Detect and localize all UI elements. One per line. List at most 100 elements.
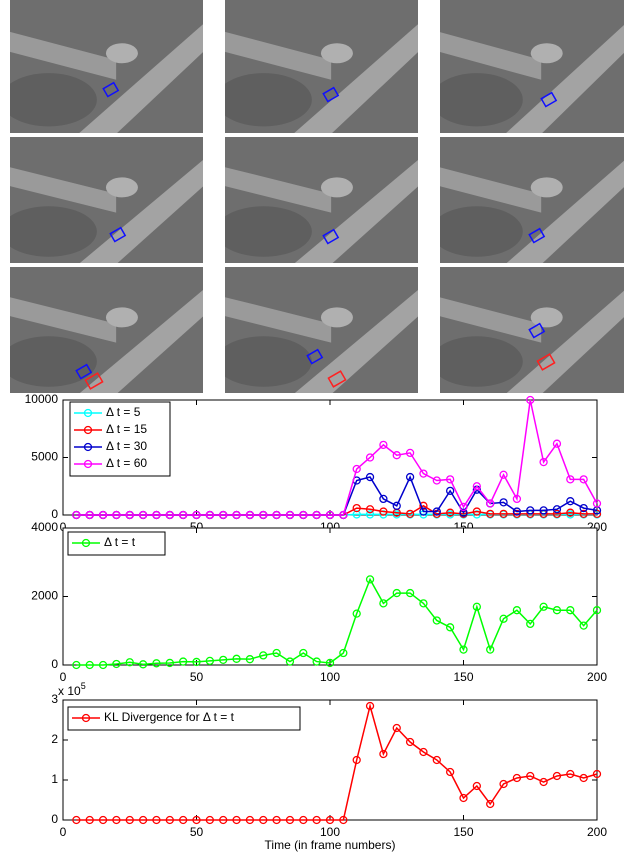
series-line: [76, 399, 598, 516]
legend-marker: [81, 713, 91, 723]
junction: [530, 43, 563, 64]
data-point: [232, 815, 241, 825]
series-line: [76, 703, 598, 821]
track-box: [109, 226, 127, 243]
data-point: [499, 509, 508, 518]
junction: [105, 177, 138, 198]
data-point: [459, 508, 468, 517]
data-point: [365, 510, 375, 519]
y-tick-label: 1: [51, 772, 58, 786]
data-point: [312, 815, 321, 825]
track-box: [322, 86, 340, 103]
data-point: [552, 771, 562, 781]
x-tick-label: 100: [320, 670, 340, 684]
data-point: [259, 815, 268, 825]
data-point: [539, 506, 548, 515]
data-point: [205, 815, 215, 825]
data-point: [178, 657, 188, 666]
data-point: [472, 781, 482, 791]
road: [225, 297, 332, 343]
frame-content: [440, 267, 624, 393]
data-point: [125, 510, 134, 520]
legend-label: Δ t = 15: [106, 422, 147, 436]
data-point: [392, 723, 401, 733]
data-point: [379, 507, 388, 516]
road: [506, 24, 624, 133]
data-point: [325, 658, 335, 668]
data-point: [272, 648, 281, 658]
data-point: [205, 656, 215, 666]
data-point: [526, 771, 535, 781]
junction: [530, 307, 563, 328]
data-point: [72, 815, 81, 825]
y-tick-label: 3: [51, 692, 58, 706]
video-frame: [440, 267, 624, 393]
data-point: [379, 494, 388, 504]
data-point: [552, 505, 562, 514]
legend-marker: [83, 425, 93, 435]
data-point: [486, 799, 495, 809]
video-frame: [440, 137, 624, 263]
data-point: [165, 658, 174, 668]
x-tick-label: 0: [60, 670, 67, 684]
data-point: [352, 755, 361, 765]
data-point: [552, 509, 562, 518]
y-tick-label: 2: [51, 732, 58, 746]
data-point: [592, 769, 602, 779]
road: [294, 160, 418, 263]
data-point: [339, 648, 348, 658]
x-tick-label: 50: [190, 670, 204, 684]
data-point: [192, 815, 201, 825]
x-tick-label: 150: [453, 670, 473, 684]
road: [225, 167, 332, 213]
data-point: [486, 645, 495, 654]
data-point: [245, 655, 255, 664]
data-point: [472, 482, 482, 491]
y-tick-label: 0: [51, 812, 58, 826]
track-box: [540, 91, 558, 108]
legend-label: Δ t = 5: [106, 405, 141, 419]
legend-box: [67, 531, 166, 556]
data-point: [192, 510, 201, 520]
legend-marker: [83, 459, 93, 469]
x-tick-label: 100: [320, 825, 340, 839]
frame-content: [10, 267, 203, 393]
road: [79, 290, 203, 393]
road: [440, 167, 542, 213]
data-point: [579, 621, 588, 630]
data-point: [178, 510, 188, 520]
data-point: [272, 815, 281, 825]
y-tick-label: 0: [51, 507, 58, 521]
x-axis-label: Time (in frame numbers): [265, 838, 396, 852]
data-point: [592, 606, 602, 615]
data-point: [352, 503, 361, 513]
track-box-red: [327, 370, 347, 388]
track-box: [528, 322, 546, 339]
data-point: [566, 508, 575, 517]
data-point: [165, 815, 174, 825]
data-point: [472, 507, 482, 516]
data-point: [178, 815, 188, 825]
data-point: [419, 507, 428, 516]
data-point: [112, 659, 121, 669]
video-frame: [10, 137, 203, 263]
data-point: [152, 659, 161, 668]
road: [506, 160, 624, 263]
legend-label: Δ t = t: [104, 535, 136, 549]
data-point: [512, 606, 522, 615]
data-point: [325, 815, 335, 825]
data-point: [152, 815, 161, 825]
data-point: [512, 509, 522, 518]
data-point: [352, 510, 361, 519]
data-point: [486, 499, 495, 508]
data-point: [379, 749, 388, 759]
data-point: [459, 793, 468, 803]
road: [506, 290, 624, 393]
legend-label: Δ t = 30: [106, 439, 147, 453]
data-point: [526, 506, 535, 515]
data-point: [432, 755, 441, 765]
road: [440, 32, 542, 80]
data-point: [152, 510, 161, 520]
data-point: [365, 701, 375, 711]
data-point: [512, 494, 522, 504]
